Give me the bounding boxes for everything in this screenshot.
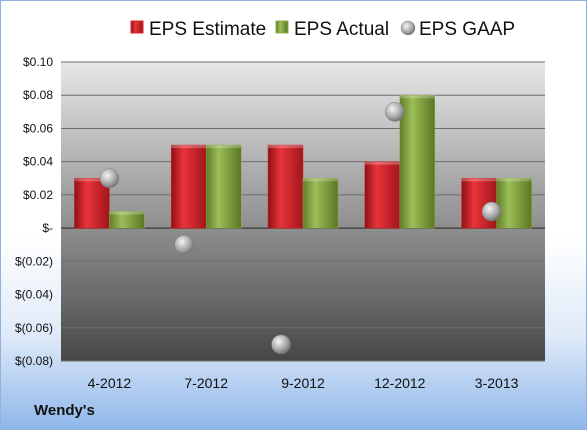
- y-tick-label: $0.06: [23, 121, 53, 135]
- legend-label: EPS Actual: [294, 19, 389, 40]
- eps-actual-bar: [496, 178, 532, 229]
- eps-gaap-marker: [385, 102, 405, 122]
- y-tick-label: $0.02: [23, 188, 53, 202]
- eps-gaap-marker: [99, 168, 120, 189]
- legend-swatch-actual: [275, 20, 289, 34]
- gaap-markers: [99, 102, 502, 355]
- bar-highlight: [74, 178, 110, 182]
- eps-gaap-marker: [174, 234, 194, 255]
- y-tick-label: $(0.04): [15, 288, 53, 302]
- bars: [74, 94, 532, 229]
- x-tick-label: 9-2012: [281, 375, 325, 391]
- y-tick-label: $0.08: [23, 88, 53, 102]
- eps-actual-bar: [399, 94, 436, 229]
- eps-estimate-bar: [364, 161, 401, 229]
- y-tick-label: $0.04: [23, 155, 53, 169]
- bar-highlight: [496, 178, 532, 182]
- bar-highlight: [268, 145, 303, 149]
- eps-actual-bar: [302, 178, 339, 229]
- eps-estimate-bar: [267, 144, 304, 229]
- y-tick-label: $(0.08): [15, 354, 53, 368]
- x-axis-labels: 4-2012 7-2012 9-2012 12-2012 3-2013: [88, 375, 519, 391]
- bar-highlight: [109, 211, 145, 215]
- x-tick-label: 12-2012: [374, 375, 426, 391]
- bar-highlight: [303, 178, 338, 182]
- bar-highlight: [364, 161, 400, 165]
- y-tick-label: $(0.06): [15, 321, 53, 335]
- bar-highlight: [206, 145, 242, 149]
- eps-gaap-marker: [271, 334, 291, 355]
- y-axis-ticks: $0.10 $0.08 $0.06 $0.04 $0.02 $- $(0.02) $(0.04…: [15, 55, 53, 368]
- x-tick-label: 7-2012: [184, 375, 228, 391]
- x-tick-label: 4-2012: [88, 375, 132, 391]
- eps-actual-bar: [205, 144, 242, 229]
- eps-gaap-marker: [481, 201, 502, 222]
- y-tick-label: $-: [42, 221, 53, 235]
- bar-highlight: [399, 95, 435, 99]
- company-name: Wendy's: [34, 402, 95, 419]
- eps-estimate-bar: [170, 144, 207, 229]
- bar-highlight: [171, 145, 207, 149]
- legend-swatch-estimate: [130, 20, 144, 34]
- legend-label: EPS GAAP: [419, 19, 515, 40]
- y-tick-label: $(0.02): [15, 254, 53, 268]
- eps-actual-bar: [109, 211, 145, 229]
- legend-swatch-gaap: [400, 20, 416, 36]
- legend-label: EPS Estimate: [149, 19, 266, 40]
- legend: EPS Estimate EPS Actual EPS GAAP: [130, 19, 515, 40]
- x-tick-label: 3-2013: [475, 375, 519, 391]
- y-tick-label: $0.10: [23, 55, 53, 69]
- eps-estimate-bar: [74, 178, 110, 229]
- bar-highlight: [461, 178, 497, 182]
